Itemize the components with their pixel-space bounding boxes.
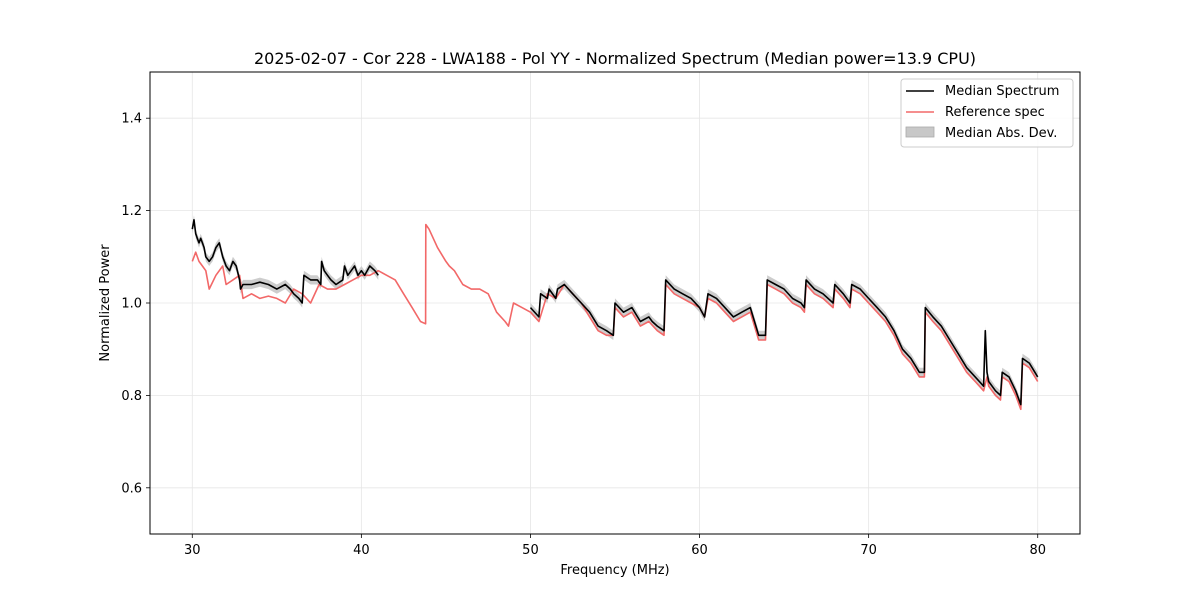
y-axis: 0.6 0.8 1.0 1.2 1.4 — [121, 112, 150, 496]
median-spectrum-layer — [191, 219, 1039, 406]
y-axis-label: Normalized Power — [98, 244, 113, 362]
chart-title: 2025-02-07 - Cor 228 - LWA188 - Pol YY -… — [254, 49, 976, 68]
reference-spec-line — [191, 223, 1039, 411]
legend-mad-swatch — [905, 126, 935, 138]
mad-band — [192, 215, 379, 308]
y-tick-label: 0.8 — [121, 389, 142, 404]
legend: Median Spectrum Reference spec Median Ab… — [900, 78, 1074, 148]
y-tick-label: 1.0 — [121, 297, 142, 312]
x-tick-label: 70 — [860, 543, 877, 558]
reference-spec-layer — [191, 223, 1039, 411]
y-tick-label: 1.2 — [121, 204, 142, 219]
legend-mad-label: Median Abs. Dev. — [945, 126, 1057, 141]
y-tick-label: 1.4 — [121, 112, 142, 127]
x-tick-label: 80 — [1029, 543, 1046, 558]
mad-band-layer — [192, 215, 1038, 410]
x-tick-label: 60 — [691, 543, 708, 558]
x-tick-label: 50 — [522, 543, 539, 558]
x-tick-label: 30 — [184, 543, 201, 558]
x-axis: 30 40 50 60 70 80 — [184, 534, 1046, 558]
x-axis-label: Frequency (MHz) — [560, 563, 669, 578]
median-spectrum-line — [529, 279, 1039, 406]
y-tick-label: 0.6 — [121, 481, 142, 496]
legend-reference-label: Reference spec — [945, 105, 1045, 120]
x-tick-label: 40 — [353, 543, 370, 558]
median-spectrum-line — [191, 219, 379, 304]
legend-median-label: Median Spectrum — [945, 84, 1059, 99]
legend-box — [900, 78, 1074, 148]
